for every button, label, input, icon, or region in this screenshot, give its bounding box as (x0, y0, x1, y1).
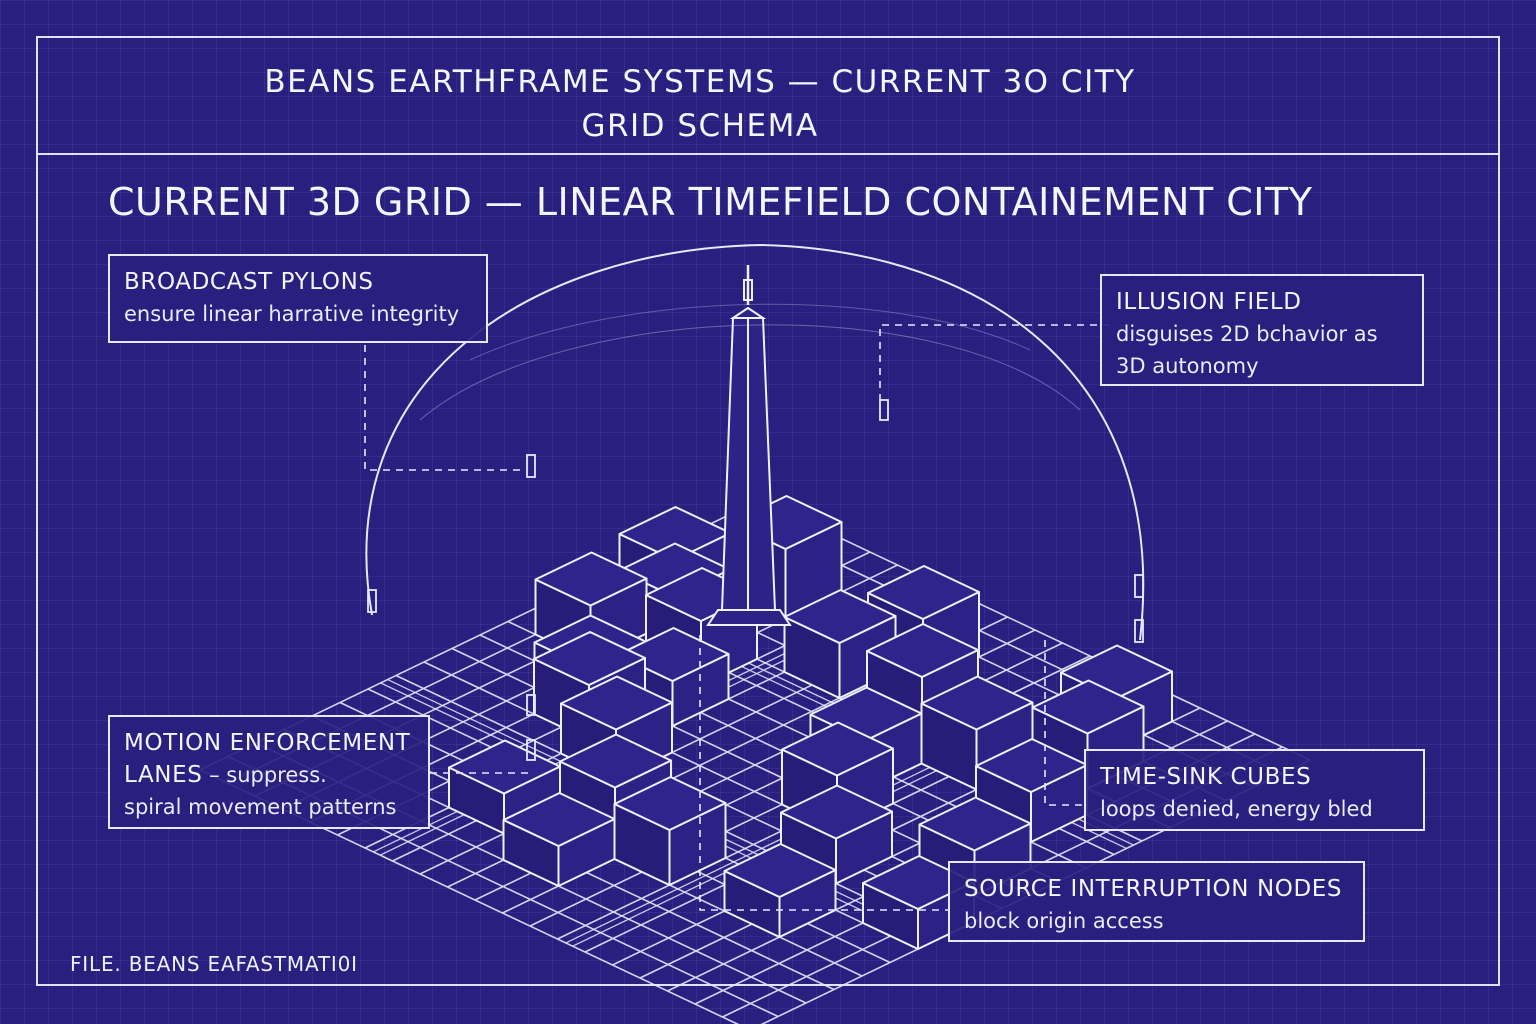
time-sink-cubes-callout: TIME-SINK CUBES loops denied, energy ble… (1084, 749, 1425, 831)
header-title: BEANS EARTHFRAME SYSTEMS — CURRENT 3O CI… (264, 64, 1136, 144)
building-block (613, 776, 727, 886)
broadcast-pylons-callout: BROADCAST PYLONS ensure linear harrative… (108, 254, 488, 343)
source-nodes (367, 399, 1144, 761)
label-leader-lines (364, 324, 1110, 911)
file-label: FILE. BEANS EAFASTMATI0I (70, 952, 358, 976)
source-interruption-description: block origin access (964, 909, 1164, 933)
building-block (723, 843, 837, 938)
main-title: CURRENT 3D GRID — LINEAR TIMEFIELD CONTA… (108, 180, 1313, 224)
building-block (783, 589, 897, 699)
illusion-field-heading: ILLUSION FIELD (1116, 289, 1302, 315)
motion-enforcement-callout: MOTION ENFORCEMENT LANES – suppress. spi… (108, 715, 430, 829)
source-interruption-heading: SOURCE INTERRUPTION NODES (964, 876, 1343, 902)
motion-enforcement-description-part1: – suppress. (202, 763, 327, 787)
building-block (502, 792, 616, 887)
motion-enforcement-heading-line1: MOTION ENFORCEMENT (124, 730, 411, 756)
motion-enforcement-heading-line2: LANES (124, 762, 203, 788)
illusion-field-dome (365, 243, 1145, 641)
time-sink-cubes-heading: TIME-SINK CUBES (1100, 764, 1312, 790)
central-tower (706, 265, 792, 626)
broadcast-pylons-description: ensure linear harrative integrity (124, 302, 460, 326)
time-sink-cubes-description: loops denied, energy bled (1100, 797, 1373, 821)
motion-enforcement-description-line2: spiral movement patterns (124, 795, 397, 819)
header-divider (36, 153, 1500, 155)
illusion-field-callout: ILLUSION FIELD disguises 2D bchavior as … (1100, 274, 1424, 386)
source-interruption-callout: SOURCE INTERRUPTION NODES block origin a… (948, 861, 1365, 942)
building-block (975, 738, 1088, 843)
illusion-field-description-line2: 3D autonomy (1116, 354, 1259, 378)
broadcast-pylons-heading: BROADCAST PYLONS (124, 269, 374, 295)
illusion-field-description-line1: disguises 2D bchavior as (1116, 322, 1378, 346)
